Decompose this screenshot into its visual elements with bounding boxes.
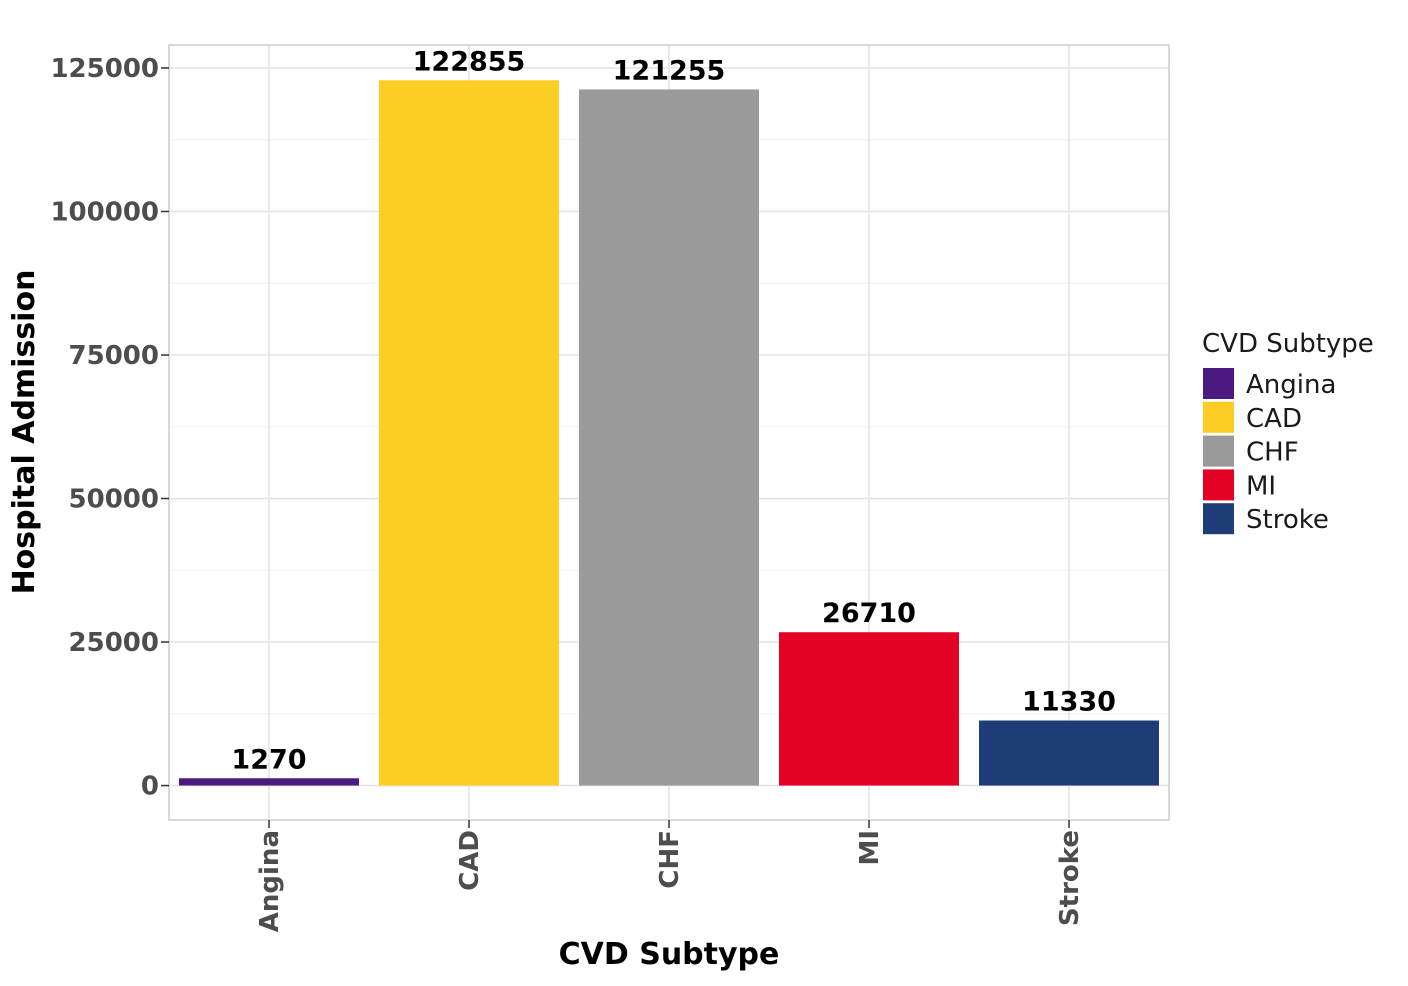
legend-label-mi: MI bbox=[1246, 471, 1276, 501]
legend-swatch-chf bbox=[1203, 435, 1234, 467]
y-tick-label: 75000 bbox=[69, 341, 159, 371]
legend-label-angina: Angina bbox=[1246, 370, 1336, 400]
bar-cad bbox=[379, 80, 559, 786]
y-tick-label: 25000 bbox=[69, 628, 159, 658]
legend-swatch-angina bbox=[1203, 368, 1234, 399]
legend-label-cad: CAD bbox=[1246, 404, 1302, 434]
y-tick-label: 125000 bbox=[50, 54, 159, 84]
bar-mi bbox=[779, 632, 959, 786]
bar-angina bbox=[179, 778, 359, 786]
legend-label-chf: CHF bbox=[1246, 438, 1299, 468]
y-tick-label: 100000 bbox=[50, 197, 159, 227]
y-tick-label: 50000 bbox=[69, 485, 159, 515]
bars bbox=[179, 80, 1159, 786]
y-tick-label: 0 bbox=[141, 772, 159, 802]
bar-stroke bbox=[979, 720, 1159, 786]
data-label-angina: 1270 bbox=[231, 744, 306, 775]
legend-swatch-mi bbox=[1203, 469, 1234, 501]
x-tick-label-cad: CAD bbox=[455, 830, 485, 891]
data-label-mi: 26710 bbox=[822, 598, 916, 629]
bar-chf bbox=[579, 89, 759, 786]
data-label-stroke: 11330 bbox=[1022, 687, 1116, 718]
x-tick-label-mi: MI bbox=[855, 830, 885, 866]
data-labels: 1270 122855 121255 26710 11330 bbox=[231, 46, 1116, 775]
x-tick-label-stroke: Stroke bbox=[1055, 830, 1085, 926]
x-tick-label-angina: Angina bbox=[255, 830, 285, 932]
y-axis-ticks: 0 25000 50000 75000 100000 125000 bbox=[50, 54, 169, 802]
legend-swatch-stroke bbox=[1203, 503, 1234, 535]
legend-swatch-cad bbox=[1203, 401, 1234, 433]
x-tick-label-chf: CHF bbox=[655, 830, 685, 889]
data-label-chf: 121255 bbox=[613, 55, 726, 86]
data-label-cad: 122855 bbox=[413, 46, 526, 77]
y-axis-title: Hospital Admission bbox=[7, 270, 42, 595]
x-axis-title: CVD Subtype bbox=[559, 937, 780, 972]
legend-title: CVD Subtype bbox=[1202, 329, 1374, 359]
x-axis-ticks: Angina CAD CHF MI Stroke bbox=[255, 820, 1085, 932]
legend-label-stroke: Stroke bbox=[1246, 505, 1329, 535]
